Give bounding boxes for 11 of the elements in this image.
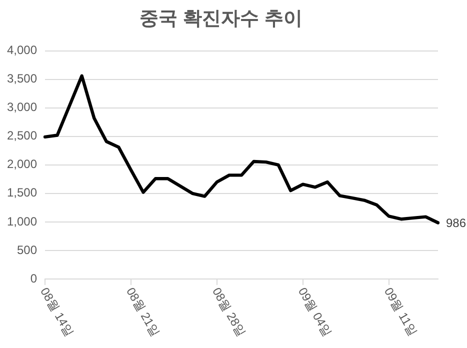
y-tick-label: 500 <box>16 242 38 257</box>
y-tick-label: 1,000 <box>6 214 38 228</box>
y-tick-label: 3,500 <box>6 72 38 86</box>
y-tick-label: 0 <box>30 271 38 286</box>
y-tick-label: 2,500 <box>6 128 38 143</box>
y-tick-label: 2,000 <box>6 157 38 172</box>
y-tick-label: 1,500 <box>6 186 38 200</box>
chart-title: 중국 확진자수 추이 <box>140 8 302 30</box>
y-tick-label: 4,000 <box>6 43 38 58</box>
y-tick-label: 3,000 <box>6 100 38 114</box>
data-label: 986 <box>446 216 466 230</box>
